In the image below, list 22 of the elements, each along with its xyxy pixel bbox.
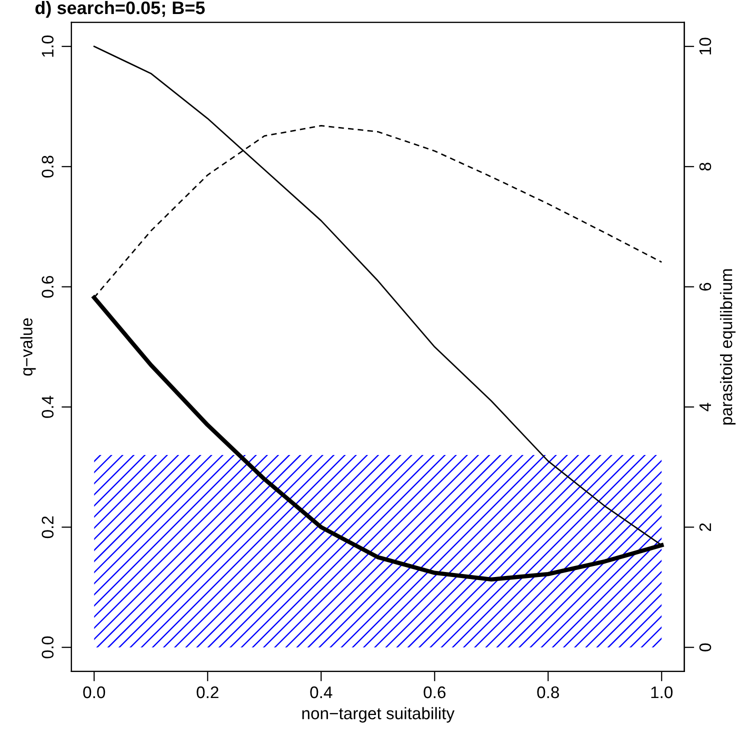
y2-tick-label: 6 [699, 282, 712, 291]
x-tick-label: 0.6 [424, 686, 446, 698]
y-tick-label: 1.0 [42, 35, 54, 57]
y-axis-title: q−value [20, 318, 36, 376]
chart-title: d) search=0.05; B=5 [35, 0, 205, 18]
x-tick-label: 0.8 [537, 686, 559, 698]
y-tick-label: 0.0 [42, 636, 54, 658]
y-tick-label: 0.4 [42, 396, 54, 418]
x-axis-title: non−target suitability [302, 707, 455, 723]
y2-axis-title: parasitoid equilibrium [720, 269, 736, 425]
y2-tick-label: 10 [699, 38, 712, 54]
x-tick-label: 0.2 [196, 686, 218, 698]
x-tick-label: 0.4 [310, 686, 332, 698]
y-tick-label: 0.8 [42, 156, 54, 178]
y2-tick-label: 2 [699, 523, 711, 531]
y2-tick-label: 4 [700, 402, 711, 412]
y2-tick-label: 0 [699, 643, 712, 652]
y-tick-label: 0.6 [42, 276, 54, 298]
x-tick-label: 1.0 [651, 686, 673, 698]
x-tick-label: 0.0 [83, 686, 106, 698]
y2-tick-label: 8 [699, 162, 712, 171]
y-tick-label: 0.2 [42, 516, 54, 538]
